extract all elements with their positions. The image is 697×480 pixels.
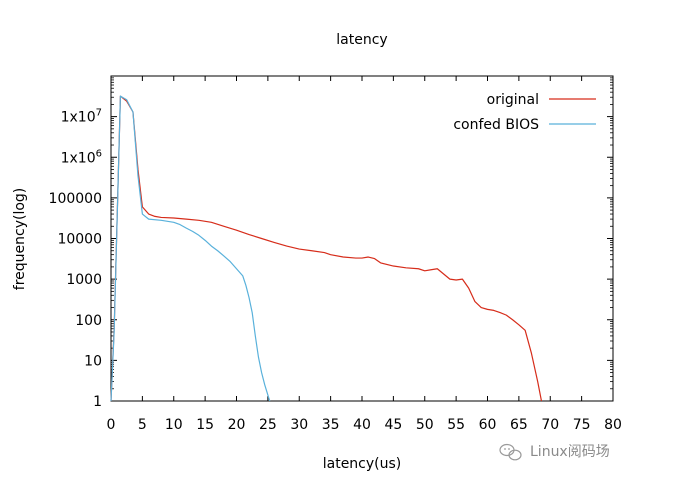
legend-label: confed BIOS	[453, 117, 539, 133]
x-tick-label: 70	[541, 417, 559, 433]
x-axis: 0 5 10 15 20 25 30 35 40 45 50 55 60 65 70 75 80	[107, 76, 622, 433]
y-tick-label: 1x106	[61, 148, 102, 166]
chart-title: latency	[336, 32, 387, 48]
x-tick-label: 0	[107, 417, 116, 433]
x-tick-label: 5	[138, 417, 147, 433]
legend: original confed BIOS	[453, 92, 596, 133]
x-tick-label: 40	[353, 417, 371, 433]
wechat-icon	[499, 443, 522, 461]
y-tick-label: 1x107	[61, 108, 102, 126]
y-tick-label: 1	[93, 394, 102, 410]
x-axis-label: latency(us)	[323, 456, 402, 472]
y-tick-label: 10	[84, 353, 102, 369]
x-tick-label: 65	[510, 417, 528, 433]
x-tick-label: 15	[196, 417, 214, 433]
x-tick-label: 25	[259, 417, 277, 433]
x-tick-label: 60	[479, 417, 497, 433]
x-tick-label: 35	[322, 417, 340, 433]
watermark-text: Linux阅码场	[530, 444, 610, 460]
legend-label: original	[487, 92, 539, 108]
y-tick-label: 100	[75, 313, 102, 329]
series-layer	[110, 95, 543, 402]
x-tick-label: 20	[228, 417, 246, 433]
y-axis-label: frequency(log)	[12, 188, 28, 290]
y-tick-label: 1000	[66, 272, 102, 288]
y-tick-label: 100000	[49, 191, 102, 207]
y-axis: 1 10 100 1000 10000 100000 1x106 1x107	[49, 77, 613, 410]
x-tick-label: 75	[573, 417, 591, 433]
watermark: Linux阅码场	[499, 443, 610, 461]
x-tick-label: 50	[416, 417, 434, 433]
x-tick-label: 10	[165, 417, 183, 433]
series-line-1	[110, 95, 271, 402]
y-tick-label: 10000	[57, 232, 102, 248]
x-tick-label: 30	[290, 417, 308, 433]
x-tick-label: 45	[384, 417, 402, 433]
x-tick-label: 55	[447, 417, 465, 433]
series-line-0	[110, 95, 543, 402]
x-tick-label: 80	[604, 417, 622, 433]
